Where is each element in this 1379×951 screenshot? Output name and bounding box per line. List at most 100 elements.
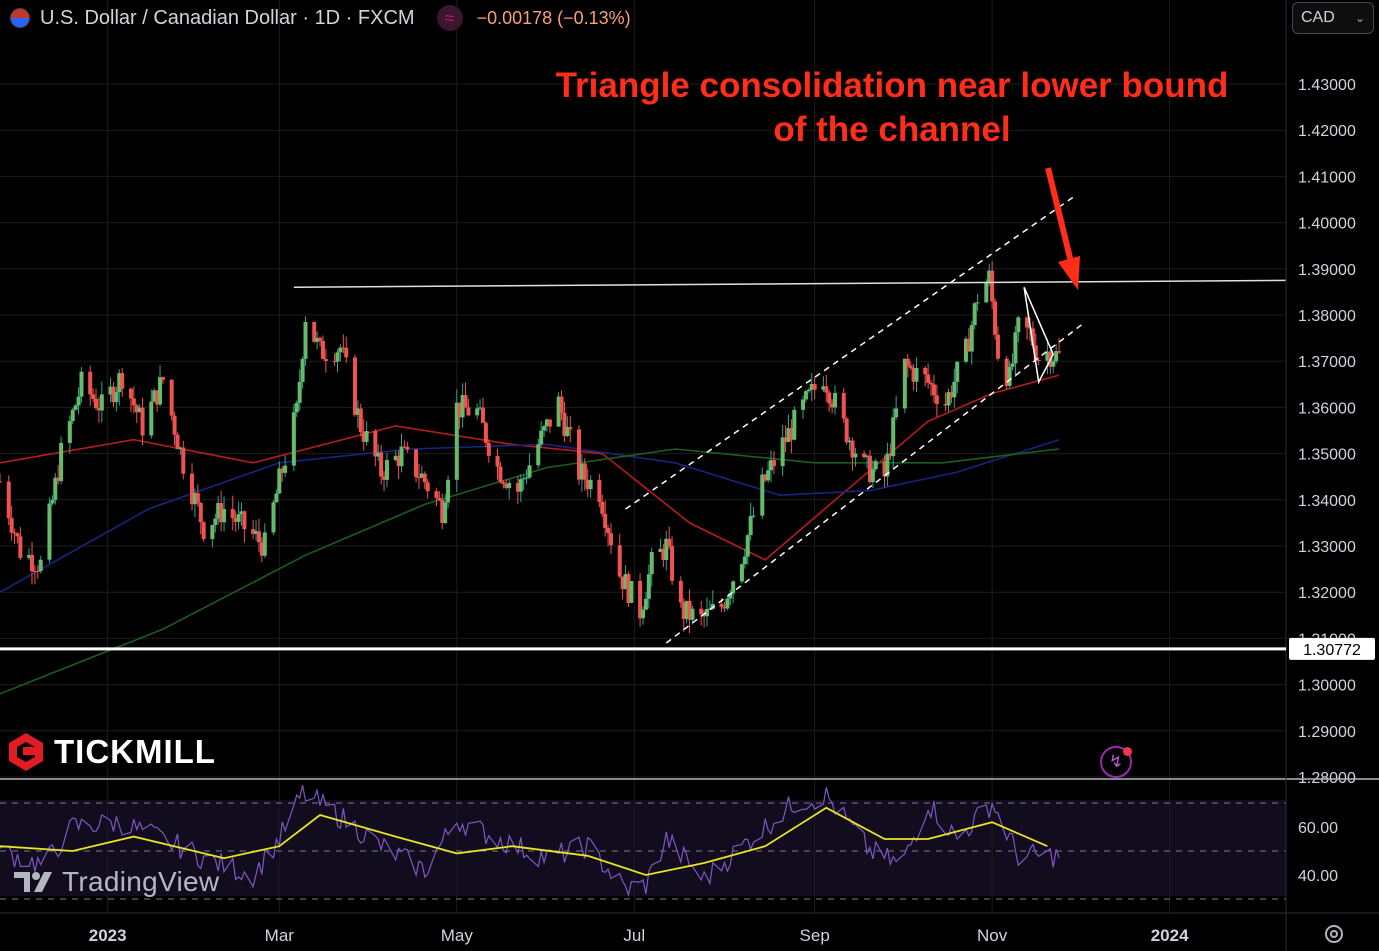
candle	[803, 389, 808, 403]
x-tick-label: 2023	[89, 926, 127, 945]
candle	[158, 365, 163, 407]
candle	[806, 387, 811, 393]
candle	[498, 461, 503, 484]
candle	[952, 368, 957, 408]
candle	[559, 390, 564, 421]
candle	[649, 547, 654, 587]
candle	[131, 386, 136, 414]
settings-gear-icon[interactable]	[1322, 922, 1346, 946]
candle	[341, 334, 346, 354]
candle	[280, 466, 285, 482]
channel-upper-line[interactable]	[625, 194, 1077, 510]
candle	[152, 387, 157, 403]
candle	[705, 597, 710, 627]
candle	[1054, 343, 1059, 364]
candle	[300, 356, 305, 389]
candle	[422, 471, 427, 490]
channel-lower-line[interactable]	[665, 323, 1083, 644]
candle	[681, 598, 686, 632]
axes: 1.43000 1.42000 1.41000 1.40000 1.39000 1.380…	[89, 77, 1356, 945]
candle	[425, 478, 430, 499]
y-tick-label: 1.35000	[1298, 447, 1356, 464]
chart-header: U.S. Dollar / Canadian Dollar · 1D · FXC…	[0, 0, 1280, 36]
candle	[440, 493, 445, 530]
drawings	[293, 194, 1287, 644]
candle	[230, 495, 235, 531]
moving-average-blue	[0, 438, 1060, 593]
candle	[236, 501, 241, 530]
resistance-line[interactable]	[293, 279, 1287, 289]
y-tick-label: 1.41000	[1298, 169, 1356, 186]
y-tick-label: 1.42000	[1298, 123, 1356, 140]
candle	[620, 576, 625, 600]
indicator-icon[interactable]: ≈	[436, 5, 463, 31]
candle	[975, 293, 980, 311]
candle	[117, 369, 122, 406]
candle	[911, 363, 916, 391]
triangle-pattern[interactable]	[1023, 287, 1055, 385]
candle	[850, 437, 855, 471]
candle	[335, 349, 340, 372]
candle	[242, 510, 247, 543]
candle	[763, 473, 768, 483]
candle	[995, 326, 1000, 361]
candle	[809, 372, 814, 401]
candle	[789, 419, 794, 454]
candle	[894, 395, 899, 420]
currency-select[interactable]: CAD ⌄	[1292, 2, 1374, 34]
lightning-icon[interactable]: ↯	[1100, 746, 1132, 778]
candle	[338, 344, 343, 361]
candle	[262, 523, 267, 558]
candle	[751, 506, 756, 519]
candle	[742, 548, 747, 569]
candle	[833, 385, 838, 415]
grid-lines	[0, 0, 1286, 913]
candle	[1025, 316, 1030, 340]
x-tick-label: Jul	[623, 926, 645, 945]
candle	[47, 497, 52, 563]
price-change: −0.00178 (−0.13%)	[476, 7, 631, 28]
candle	[870, 460, 875, 489]
candle	[606, 524, 611, 547]
candle	[50, 495, 55, 506]
candle	[192, 488, 197, 518]
y-tick-label: 1.34000	[1298, 493, 1356, 510]
candle	[271, 499, 276, 536]
candle	[801, 395, 806, 420]
candle	[888, 443, 893, 460]
candle	[254, 520, 259, 541]
candle	[867, 449, 872, 484]
candle	[542, 424, 547, 437]
candle	[844, 416, 849, 445]
candle	[382, 471, 387, 492]
symbol-title[interactable]: U.S. Dollar / Canadian Dollar · 1D · FXC…	[40, 6, 415, 29]
candle	[865, 454, 870, 469]
candle	[478, 399, 483, 411]
candle	[402, 440, 407, 449]
currency-value: CAD	[1301, 9, 1335, 26]
candle	[108, 377, 113, 403]
tickmill-logo: TICKMILL	[6, 732, 216, 772]
candle	[993, 298, 998, 340]
candle	[882, 455, 887, 488]
candle	[38, 555, 43, 574]
candle	[908, 361, 913, 371]
candle	[518, 474, 523, 502]
candle	[902, 358, 907, 414]
candle	[841, 388, 846, 423]
candle	[931, 374, 936, 403]
candle	[475, 403, 480, 420]
candle	[608, 523, 613, 555]
candle	[600, 494, 605, 518]
candle	[283, 455, 288, 478]
candle	[585, 468, 590, 498]
candle	[728, 589, 733, 606]
candle	[137, 403, 142, 413]
candle	[969, 321, 974, 365]
y-tick-label: 1.40000	[1298, 216, 1356, 233]
candle	[30, 541, 35, 585]
candle	[547, 419, 552, 433]
x-tick-label: Sep	[800, 926, 830, 945]
candle	[416, 463, 421, 489]
